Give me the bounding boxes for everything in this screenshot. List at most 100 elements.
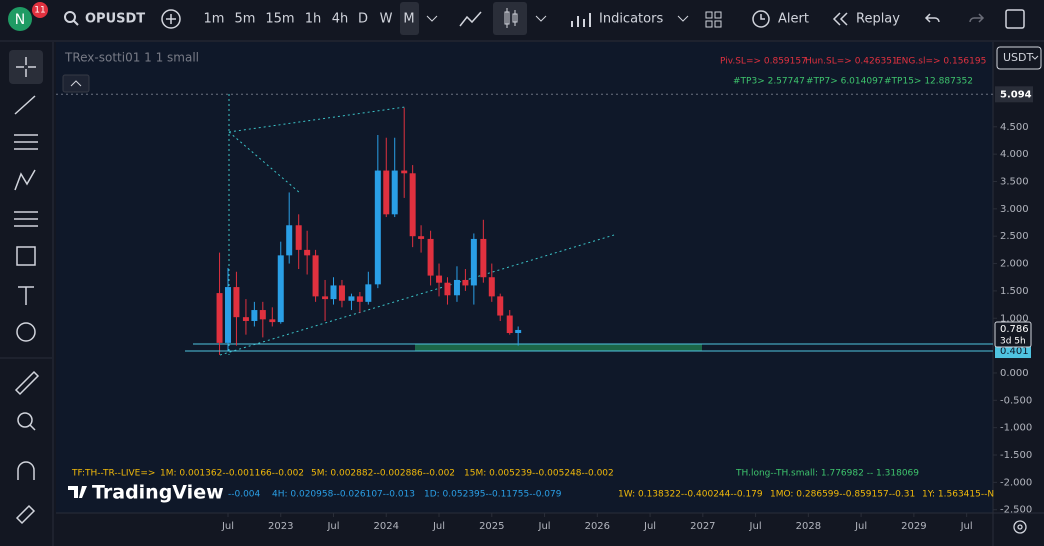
fullscreen[interactable] xyxy=(1005,9,1025,29)
candle-body xyxy=(322,296,329,300)
y-tick-label: -1.000 xyxy=(1000,423,1032,434)
timeframe-stat: 5M: 0.002882--0.002886--0.002 xyxy=(311,469,455,479)
y-tick-label: 3.000 xyxy=(1000,204,1029,215)
chevron xyxy=(70,80,82,87)
icon-tool[interactable] xyxy=(16,322,36,342)
draw-mode-tool[interactable] xyxy=(15,504,36,525)
badge xyxy=(32,2,48,18)
candle-body xyxy=(251,310,258,321)
candle-body xyxy=(216,293,223,343)
interval[interactable]: M xyxy=(403,12,414,27)
line-chart-icon[interactable] xyxy=(459,11,482,27)
search-icon[interactable] xyxy=(64,11,79,26)
candle-body xyxy=(391,170,398,215)
interval[interactable]: 4h xyxy=(332,12,349,27)
alert-icon[interactable] xyxy=(752,10,770,28)
timeframe-stat: TH.long--TH.small: 1.776982 -- 1.318069 xyxy=(735,469,919,479)
watermark: TradingView xyxy=(92,482,224,504)
y-tick-label: -2.500 xyxy=(1000,505,1032,516)
zoom-tool[interactable] xyxy=(17,412,36,431)
crosshair-tool[interactable] xyxy=(16,57,36,77)
measure-tool[interactable] xyxy=(14,370,40,396)
y-tick-label: 2.500 xyxy=(1000,231,1029,242)
candle-body xyxy=(348,296,355,301)
candle-body xyxy=(470,238,477,286)
interval[interactable]: 15m xyxy=(265,12,294,27)
y-tick-label: 2.000 xyxy=(1000,259,1029,270)
candle-body xyxy=(269,319,276,323)
candle-body xyxy=(497,296,504,316)
candle-body xyxy=(462,279,469,286)
settings-icon[interactable] xyxy=(1013,520,1027,534)
candle-body xyxy=(304,249,311,256)
x-tick-label: Jul xyxy=(326,521,339,532)
stat-label: Hun.SL=> 0.426351 xyxy=(805,57,898,67)
alert-button[interactable]: Alert xyxy=(778,12,809,27)
candle-body xyxy=(488,277,495,297)
y-tick-label: -1.500 xyxy=(1000,450,1032,461)
forecast-tool[interactable] xyxy=(14,211,38,227)
currency-button[interactable] xyxy=(996,46,1042,70)
replay-icon[interactable] xyxy=(832,12,848,26)
tool-active-bg xyxy=(9,50,43,84)
candle-icon xyxy=(504,8,518,28)
candle-body xyxy=(312,255,319,297)
chevron[interactable] xyxy=(677,15,689,22)
shape-tool[interactable] xyxy=(16,246,36,266)
timeframe-stat: 1M: 0.001362--0.001166--0.002 xyxy=(160,469,304,479)
chevron xyxy=(1031,55,1039,60)
add-symbol[interactable] xyxy=(161,9,181,29)
chevron[interactable] xyxy=(426,15,438,22)
indicator-title: TRex-sotti01 1 1 small xyxy=(64,51,199,65)
indicators-icon[interactable] xyxy=(571,13,591,27)
interval[interactable]: 5m xyxy=(235,12,256,27)
magnet-tool[interactable] xyxy=(17,461,35,480)
undo[interactable] xyxy=(924,13,940,23)
candle-body xyxy=(383,170,390,215)
text-tool[interactable] xyxy=(18,286,34,305)
candle-body xyxy=(401,170,408,174)
trendline-tool[interactable] xyxy=(14,95,36,115)
interval[interactable]: 1m xyxy=(204,12,225,27)
indicators-button[interactable]: Indicators xyxy=(599,12,663,27)
layout-icon[interactable] xyxy=(705,11,722,28)
fib-tool[interactable] xyxy=(14,134,38,150)
y-tick-label: -2.000 xyxy=(1000,477,1032,488)
x-tick-label: 2024 xyxy=(374,521,399,532)
logo xyxy=(68,486,87,498)
candle-body xyxy=(259,310,266,320)
timeframe-stat: TF:TH--TR--LIVE=> xyxy=(71,469,155,479)
replay-button[interactable]: Replay xyxy=(856,12,900,27)
interval[interactable]: D xyxy=(358,12,368,27)
interval[interactable]: 1h xyxy=(305,12,322,27)
x-tick-label: Jul xyxy=(221,521,234,532)
y-tick-label: 1.000 xyxy=(1000,313,1029,324)
last-price: 0.786 xyxy=(1000,324,1029,335)
last-price-bg xyxy=(994,321,1032,348)
collapse-button[interactable] xyxy=(62,74,90,93)
x-tick-label: Jul xyxy=(538,521,551,532)
candle-body xyxy=(233,287,240,318)
interval[interactable]: W xyxy=(380,12,393,27)
avatar-letter: N xyxy=(15,12,25,28)
tp-label: #TP7> 6.014097 xyxy=(806,77,884,87)
candle-body xyxy=(444,282,451,296)
countdown: 3d 5h xyxy=(1000,336,1026,346)
avatar[interactable] xyxy=(8,7,32,31)
x-tick-label: Jul xyxy=(960,521,973,532)
stat-label: Piv.SL=> 0.859157 xyxy=(720,57,807,67)
y-tick-label: 0.000 xyxy=(1000,368,1029,379)
symbol[interactable]: OPUSDT xyxy=(85,12,145,27)
pattern-tool[interactable] xyxy=(14,169,36,191)
redo[interactable] xyxy=(969,13,985,23)
chart-type-bg[interactable] xyxy=(493,2,527,35)
x-tick-label: 2029 xyxy=(901,521,926,532)
x-tick-label: 2026 xyxy=(585,521,610,532)
y-tick-label: 4.500 xyxy=(1000,122,1029,133)
level-label-bg xyxy=(995,344,1031,359)
chevron[interactable] xyxy=(535,15,547,22)
candle-body xyxy=(436,275,443,283)
candle-body xyxy=(338,285,345,301)
tp-label: #TP3> 2.57747 xyxy=(733,77,805,87)
timeframe-stat: 15M: 0.005239--0.005248--0.002 xyxy=(464,469,614,479)
